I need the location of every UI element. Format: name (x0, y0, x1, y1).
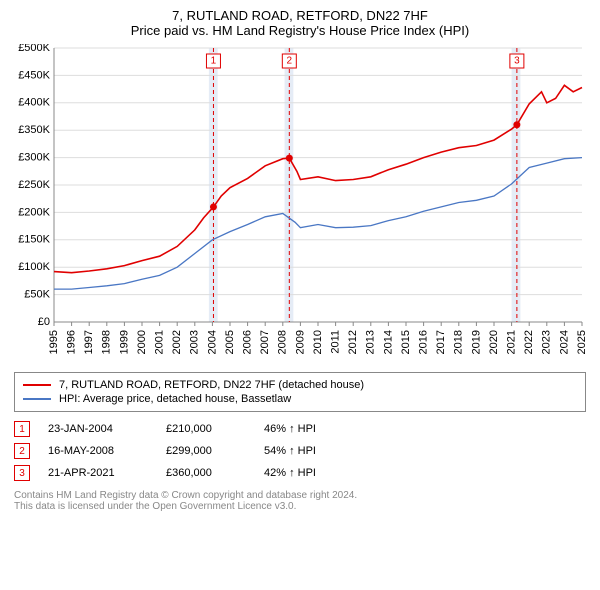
x-tick-label: 1996 (66, 330, 78, 354)
marker-number: 2 (287, 56, 293, 67)
x-tick-label: 2002 (171, 330, 183, 354)
event-marker: 1 (14, 421, 30, 437)
event-date: 16-MAY-2008 (48, 445, 148, 457)
legend-item: 7, RUTLAND ROAD, RETFORD, DN22 7HF (deta… (23, 378, 577, 392)
x-tick-label: 2018 (453, 330, 465, 354)
event-row: 3 21-APR-2021 £360,000 42% ↑ HPI (14, 462, 586, 484)
x-tick-label: 2023 (541, 330, 553, 354)
marker-number: 1 (211, 56, 217, 67)
footer-line-2: This data is licensed under the Open Gov… (14, 501, 586, 512)
x-tick-label: 2004 (206, 330, 218, 354)
event-row: 2 16-MAY-2008 £299,000 54% ↑ HPI (14, 440, 586, 462)
y-tick-label: £400K (18, 97, 50, 109)
x-tick-label: 2003 (189, 330, 201, 354)
footer: Contains HM Land Registry data © Crown c… (14, 490, 586, 512)
x-tick-label: 2013 (365, 330, 377, 354)
marker-point (286, 155, 293, 162)
y-tick-label: £0 (38, 316, 50, 328)
x-tick-label: 2005 (224, 330, 236, 354)
page: 7, RUTLAND ROAD, RETFORD, DN22 7HF Price… (0, 0, 600, 520)
event-marker: 2 (14, 443, 30, 459)
y-tick-label: £350K (18, 124, 50, 136)
event-price: £299,000 (166, 445, 246, 457)
event-pct: 46% ↑ HPI (264, 423, 374, 435)
y-tick-label: £250K (18, 179, 50, 191)
x-tick-label: 2012 (347, 330, 359, 354)
y-tick-label: £100K (18, 261, 50, 273)
x-tick-label: 2019 (470, 330, 482, 354)
legend: 7, RUTLAND ROAD, RETFORD, DN22 7HF (deta… (14, 372, 586, 412)
footer-line-1: Contains HM Land Registry data © Crown c… (14, 490, 586, 501)
x-tick-label: 2022 (523, 330, 535, 354)
x-tick-label: 2014 (382, 330, 394, 354)
event-price: £210,000 (166, 423, 246, 435)
legend-swatch (23, 384, 51, 386)
x-tick-label: 1998 (101, 330, 113, 354)
x-tick-label: 2015 (400, 330, 412, 354)
title-address: 7, RUTLAND ROAD, RETFORD, DN22 7HF (10, 8, 590, 23)
x-tick-label: 2010 (312, 330, 324, 354)
y-tick-label: £50K (24, 289, 50, 301)
x-tick-label: 1999 (118, 330, 130, 354)
y-tick-label: £200K (18, 206, 50, 218)
y-tick-label: £500K (18, 44, 50, 54)
event-row: 1 23-JAN-2004 £210,000 46% ↑ HPI (14, 418, 586, 440)
x-tick-label: 2009 (294, 330, 306, 354)
x-tick-label: 2007 (259, 330, 271, 354)
legend-swatch (23, 398, 51, 400)
x-tick-label: 1997 (83, 330, 95, 354)
x-tick-label: 2008 (277, 330, 289, 354)
event-pct: 42% ↑ HPI (264, 467, 374, 479)
legend-label: HPI: Average price, detached house, Bass… (59, 393, 291, 405)
title-subtitle: Price paid vs. HM Land Registry's House … (10, 23, 590, 38)
x-tick-label: 2011 (330, 330, 342, 354)
marker-point (210, 203, 217, 210)
event-marker: 3 (14, 465, 30, 481)
chart-svg: £0 £50K £100K £150K £200K £250K £300K £350K £400… (10, 44, 590, 364)
x-tick-label: 2006 (242, 330, 254, 354)
marker-point (513, 121, 520, 128)
x-tick-label: 2025 (576, 330, 588, 354)
event-pct: 54% ↑ HPI (264, 445, 374, 457)
x-tick-label: 2016 (418, 330, 430, 354)
y-tick-label: £450K (18, 69, 50, 81)
price-chart: £0 £50K £100K £150K £200K £250K £300K £350K £400… (10, 44, 590, 364)
x-tick-label: 2001 (154, 330, 166, 354)
legend-item: HPI: Average price, detached house, Bass… (23, 392, 577, 406)
x-tick-label: 2017 (435, 330, 447, 354)
x-tick-label: 1995 (48, 330, 60, 354)
x-tick-label: 2024 (558, 330, 570, 354)
legend-label: 7, RUTLAND ROAD, RETFORD, DN22 7HF (deta… (59, 379, 364, 391)
event-date: 23-JAN-2004 (48, 423, 148, 435)
event-price: £360,000 (166, 467, 246, 479)
x-tick-label: 2000 (136, 330, 148, 354)
event-date: 21-APR-2021 (48, 467, 148, 479)
y-tick-label: £300K (18, 152, 50, 164)
y-tick-label: £150K (18, 234, 50, 246)
x-tick-label: 2021 (506, 330, 518, 354)
title-block: 7, RUTLAND ROAD, RETFORD, DN22 7HF Price… (10, 8, 590, 38)
marker-number: 3 (514, 56, 520, 67)
events-table: 1 23-JAN-2004 £210,000 46% ↑ HPI 2 16-MAY-200… (14, 418, 586, 484)
x-tick-label: 2020 (488, 330, 500, 354)
